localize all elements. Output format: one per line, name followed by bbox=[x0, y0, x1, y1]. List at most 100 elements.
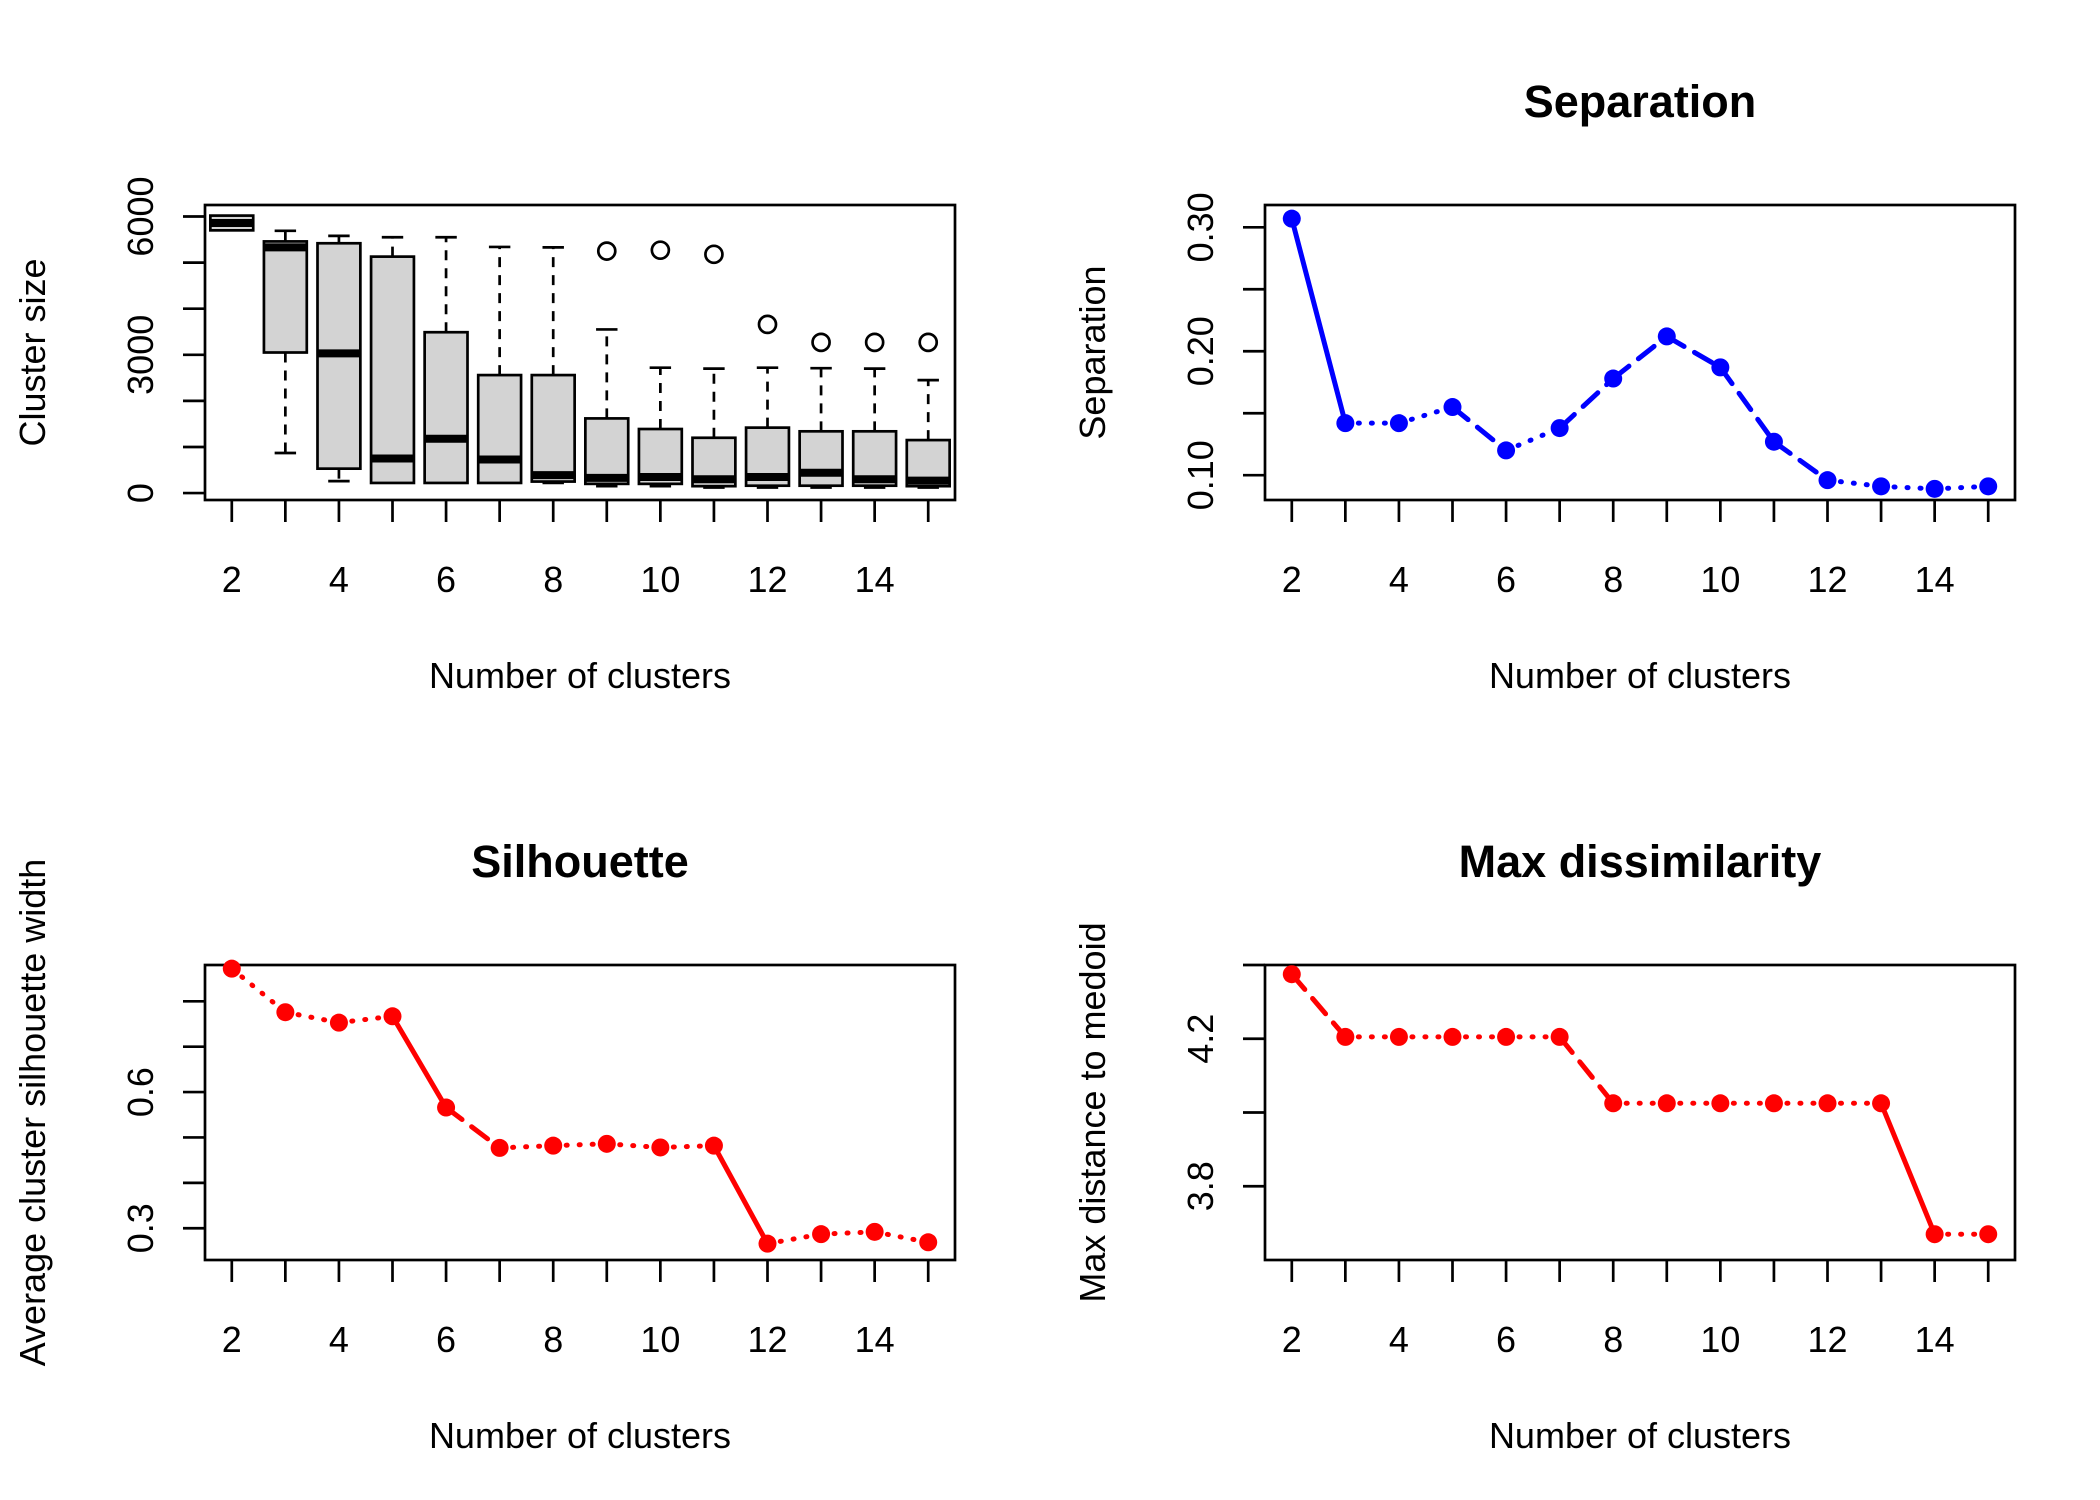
data-point bbox=[651, 1138, 670, 1157]
x-tick-label: 12 bbox=[1807, 1319, 1847, 1360]
outlier-point bbox=[704, 244, 724, 265]
x-axis-label: Number of clusters bbox=[1489, 655, 1791, 696]
x-tick-label: 12 bbox=[1807, 559, 1847, 600]
y-tick-label: 0.20 bbox=[1180, 316, 1221, 386]
data-point bbox=[1336, 1027, 1355, 1046]
x-tick-label: 8 bbox=[1603, 1319, 1623, 1360]
box-k-11 bbox=[691, 244, 737, 489]
series-segment bbox=[765, 1231, 824, 1247]
outlier-point bbox=[918, 332, 939, 353]
y-tick-label: 0.6 bbox=[120, 1067, 161, 1117]
y-tick-label: 3000 bbox=[120, 315, 161, 395]
data-point bbox=[490, 1138, 509, 1157]
panel-2: Separation Number of clusters Separation 2 4… bbox=[1072, 76, 2017, 696]
x-tick-label: 4 bbox=[1389, 1319, 1409, 1360]
outlier-point bbox=[757, 314, 778, 335]
plot-frame bbox=[203, 963, 957, 1262]
data-point bbox=[544, 1136, 563, 1155]
data-point bbox=[1818, 1094, 1837, 1113]
series-segment bbox=[1771, 439, 1830, 483]
x-tick-label: 4 bbox=[329, 559, 349, 600]
series-segment bbox=[1717, 364, 1777, 445]
x-tick-label: 8 bbox=[543, 559, 563, 600]
data-point bbox=[1657, 1094, 1676, 1113]
data-point bbox=[1550, 419, 1569, 438]
data-point bbox=[1336, 414, 1355, 433]
data-point bbox=[919, 1233, 938, 1252]
data-point bbox=[1711, 358, 1730, 377]
panel-4: Max dissimilarity Number of clusters Max d… bbox=[1072, 836, 2017, 1456]
data-point bbox=[1282, 965, 1301, 984]
x-tick-label: 10 bbox=[640, 1319, 680, 1360]
x-tick-label: 14 bbox=[1915, 559, 1955, 600]
data-point bbox=[437, 1098, 456, 1117]
outlier-point bbox=[811, 332, 831, 353]
x-tick-label: 14 bbox=[855, 1319, 895, 1360]
series-segment bbox=[1610, 333, 1670, 382]
panel-1: Number of clusters Cluster size 2 4 6 8 10 12 14… bbox=[12, 176, 957, 696]
data-point bbox=[1711, 1094, 1730, 1113]
x-tick-label: 2 bbox=[222, 559, 242, 600]
box-k-8 bbox=[530, 246, 576, 485]
box-k-10 bbox=[637, 240, 684, 488]
data-point bbox=[1282, 209, 1301, 228]
series-segment bbox=[1932, 483, 1991, 492]
box-k-3 bbox=[262, 229, 309, 455]
data-point bbox=[1872, 1094, 1891, 1113]
data-point bbox=[1818, 471, 1837, 490]
x-tick-label: 8 bbox=[543, 1319, 563, 1360]
data-point bbox=[1604, 369, 1623, 388]
x-tick-label: 14 bbox=[855, 559, 895, 600]
series-segment bbox=[443, 1105, 503, 1151]
x-tick-label: 10 bbox=[640, 559, 680, 600]
x-axis-label: Number of clusters bbox=[1489, 1415, 1791, 1456]
x-tick-label: 6 bbox=[436, 559, 456, 600]
box-body bbox=[530, 373, 576, 483]
series-segment bbox=[1503, 425, 1563, 453]
y-tick-label: 0.3 bbox=[120, 1203, 161, 1253]
series-segment bbox=[550, 1141, 610, 1149]
series-segment bbox=[1878, 1100, 1938, 1237]
series-segment bbox=[872, 1229, 931, 1245]
data-point bbox=[1604, 1094, 1623, 1113]
series-segment bbox=[497, 1143, 556, 1151]
box-k-5 bbox=[369, 235, 416, 485]
x-tick-label: 2 bbox=[1282, 559, 1302, 600]
x-tick-label: 10 bbox=[1700, 1319, 1740, 1360]
data-point bbox=[1443, 1027, 1462, 1046]
series-segment bbox=[1289, 216, 1348, 426]
data-point bbox=[1497, 441, 1516, 460]
plot-frame bbox=[1263, 203, 2017, 502]
box-k-14 bbox=[851, 332, 898, 489]
chart-title: Silhouette bbox=[471, 836, 689, 887]
outlier-point bbox=[650, 240, 671, 261]
series-segment bbox=[711, 1143, 770, 1247]
series-segment bbox=[1289, 971, 1348, 1040]
box-body bbox=[798, 429, 844, 488]
box-k-7 bbox=[476, 245, 523, 485]
y-tick-label: 6000 bbox=[120, 176, 161, 256]
data-point bbox=[1550, 1027, 1569, 1046]
x-tick-label: 12 bbox=[747, 1319, 787, 1360]
series-segment bbox=[1825, 477, 1884, 489]
chart-title: Separation bbox=[1524, 76, 1757, 127]
series-segment bbox=[818, 1229, 878, 1237]
box-k-13 bbox=[798, 332, 844, 489]
series-segment bbox=[282, 1009, 342, 1026]
data-point bbox=[1925, 479, 1944, 498]
series-segment bbox=[336, 1013, 395, 1026]
data-point bbox=[329, 1013, 348, 1032]
box-k-4 bbox=[316, 234, 362, 483]
box-body bbox=[584, 417, 630, 486]
series-segment bbox=[657, 1143, 717, 1150]
series-segment bbox=[1664, 333, 1723, 370]
y-tick-label: 3.8 bbox=[1180, 1161, 1221, 1211]
chart-title: Max dissimilarity bbox=[1459, 836, 1822, 887]
data-point bbox=[758, 1234, 777, 1253]
box-body bbox=[476, 373, 523, 485]
box-k-6 bbox=[423, 235, 469, 485]
data-point bbox=[1497, 1027, 1516, 1046]
x-tick-label: 12 bbox=[747, 559, 787, 600]
x-tick-label: 6 bbox=[436, 1319, 456, 1360]
